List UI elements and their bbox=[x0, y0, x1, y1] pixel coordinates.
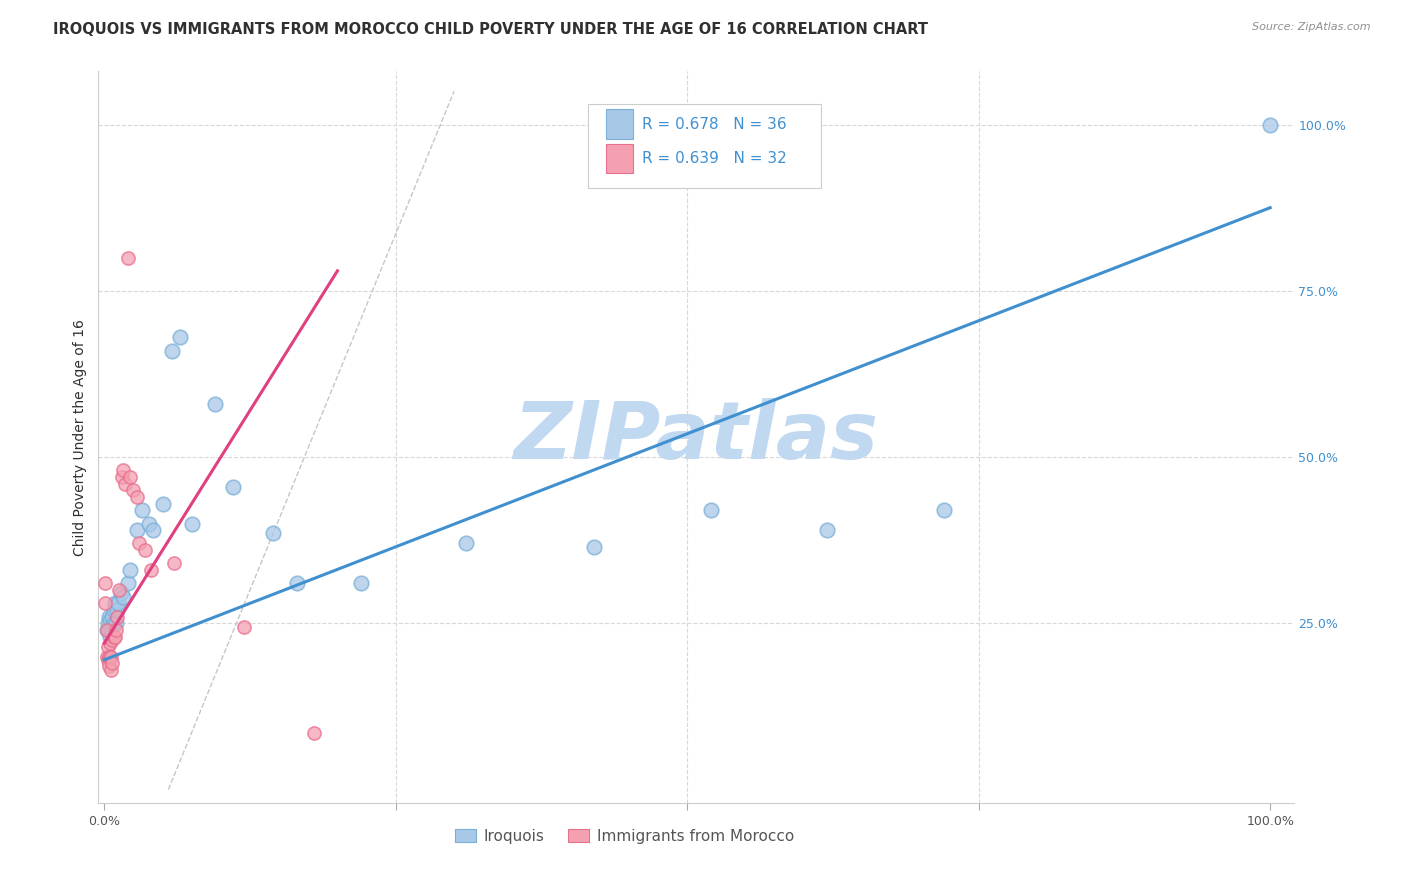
Point bbox=[97, 653, 120, 667]
Point bbox=[350, 576, 373, 591]
Point bbox=[96, 649, 118, 664]
Point bbox=[101, 656, 124, 670]
Point bbox=[221, 480, 243, 494]
Point bbox=[125, 490, 148, 504]
Point bbox=[454, 536, 477, 550]
Point bbox=[97, 649, 120, 664]
Text: R = 0.639   N = 32: R = 0.639 N = 32 bbox=[643, 151, 787, 166]
Point bbox=[104, 596, 127, 610]
Point bbox=[98, 636, 121, 650]
Point bbox=[138, 516, 160, 531]
Point bbox=[94, 596, 117, 610]
Point bbox=[105, 603, 128, 617]
Point bbox=[111, 463, 134, 477]
Point bbox=[103, 616, 125, 631]
Point bbox=[103, 603, 125, 617]
Point bbox=[117, 251, 139, 265]
Point bbox=[98, 630, 121, 644]
Point bbox=[117, 576, 139, 591]
Point bbox=[302, 726, 325, 740]
Point bbox=[104, 616, 127, 631]
Bar bbox=[606, 144, 633, 173]
Point bbox=[128, 536, 150, 550]
Point bbox=[815, 523, 838, 537]
Point bbox=[114, 476, 136, 491]
FancyBboxPatch shape bbox=[589, 104, 821, 188]
Point bbox=[233, 619, 256, 633]
Point bbox=[104, 630, 127, 644]
Point bbox=[204, 397, 226, 411]
Point bbox=[180, 516, 202, 531]
Point bbox=[169, 330, 191, 344]
Point bbox=[262, 526, 284, 541]
Point bbox=[98, 649, 121, 664]
Point bbox=[699, 503, 721, 517]
Text: ZIPatlas: ZIPatlas bbox=[513, 398, 879, 476]
Point bbox=[160, 343, 183, 358]
Point bbox=[118, 470, 141, 484]
Point bbox=[97, 616, 120, 631]
Point bbox=[108, 582, 131, 597]
Point bbox=[163, 557, 186, 571]
Point bbox=[97, 659, 120, 673]
Point bbox=[101, 632, 124, 647]
Point bbox=[100, 649, 122, 664]
Point bbox=[139, 563, 162, 577]
Point bbox=[582, 540, 605, 554]
Text: R = 0.678   N = 36: R = 0.678 N = 36 bbox=[643, 117, 787, 131]
Point bbox=[96, 623, 118, 637]
Point bbox=[111, 590, 134, 604]
Point bbox=[134, 543, 156, 558]
Point bbox=[97, 609, 120, 624]
Point bbox=[94, 576, 117, 591]
Point bbox=[96, 623, 118, 637]
Point bbox=[122, 483, 145, 498]
Point bbox=[98, 613, 121, 627]
Point bbox=[101, 609, 124, 624]
Point bbox=[103, 630, 125, 644]
Point bbox=[118, 563, 141, 577]
Point bbox=[105, 609, 128, 624]
Point bbox=[131, 503, 153, 517]
Bar bbox=[606, 110, 633, 138]
Legend: Iroquois, Immigrants from Morocco: Iroquois, Immigrants from Morocco bbox=[449, 822, 800, 850]
Point bbox=[100, 623, 122, 637]
Point bbox=[125, 523, 148, 537]
Point bbox=[932, 503, 955, 517]
Point bbox=[142, 523, 165, 537]
Point bbox=[110, 586, 132, 600]
Point bbox=[97, 640, 120, 654]
Point bbox=[107, 596, 129, 610]
Text: Source: ZipAtlas.com: Source: ZipAtlas.com bbox=[1253, 22, 1371, 32]
Point bbox=[1258, 118, 1281, 132]
Point bbox=[111, 470, 134, 484]
Point bbox=[152, 497, 174, 511]
Point bbox=[104, 623, 127, 637]
Point bbox=[100, 663, 122, 677]
Y-axis label: Child Poverty Under the Age of 16: Child Poverty Under the Age of 16 bbox=[73, 318, 87, 556]
Text: IROQUOIS VS IMMIGRANTS FROM MOROCCO CHILD POVERTY UNDER THE AGE OF 16 CORRELATIO: IROQUOIS VS IMMIGRANTS FROM MOROCCO CHIL… bbox=[53, 22, 928, 37]
Point bbox=[285, 576, 308, 591]
